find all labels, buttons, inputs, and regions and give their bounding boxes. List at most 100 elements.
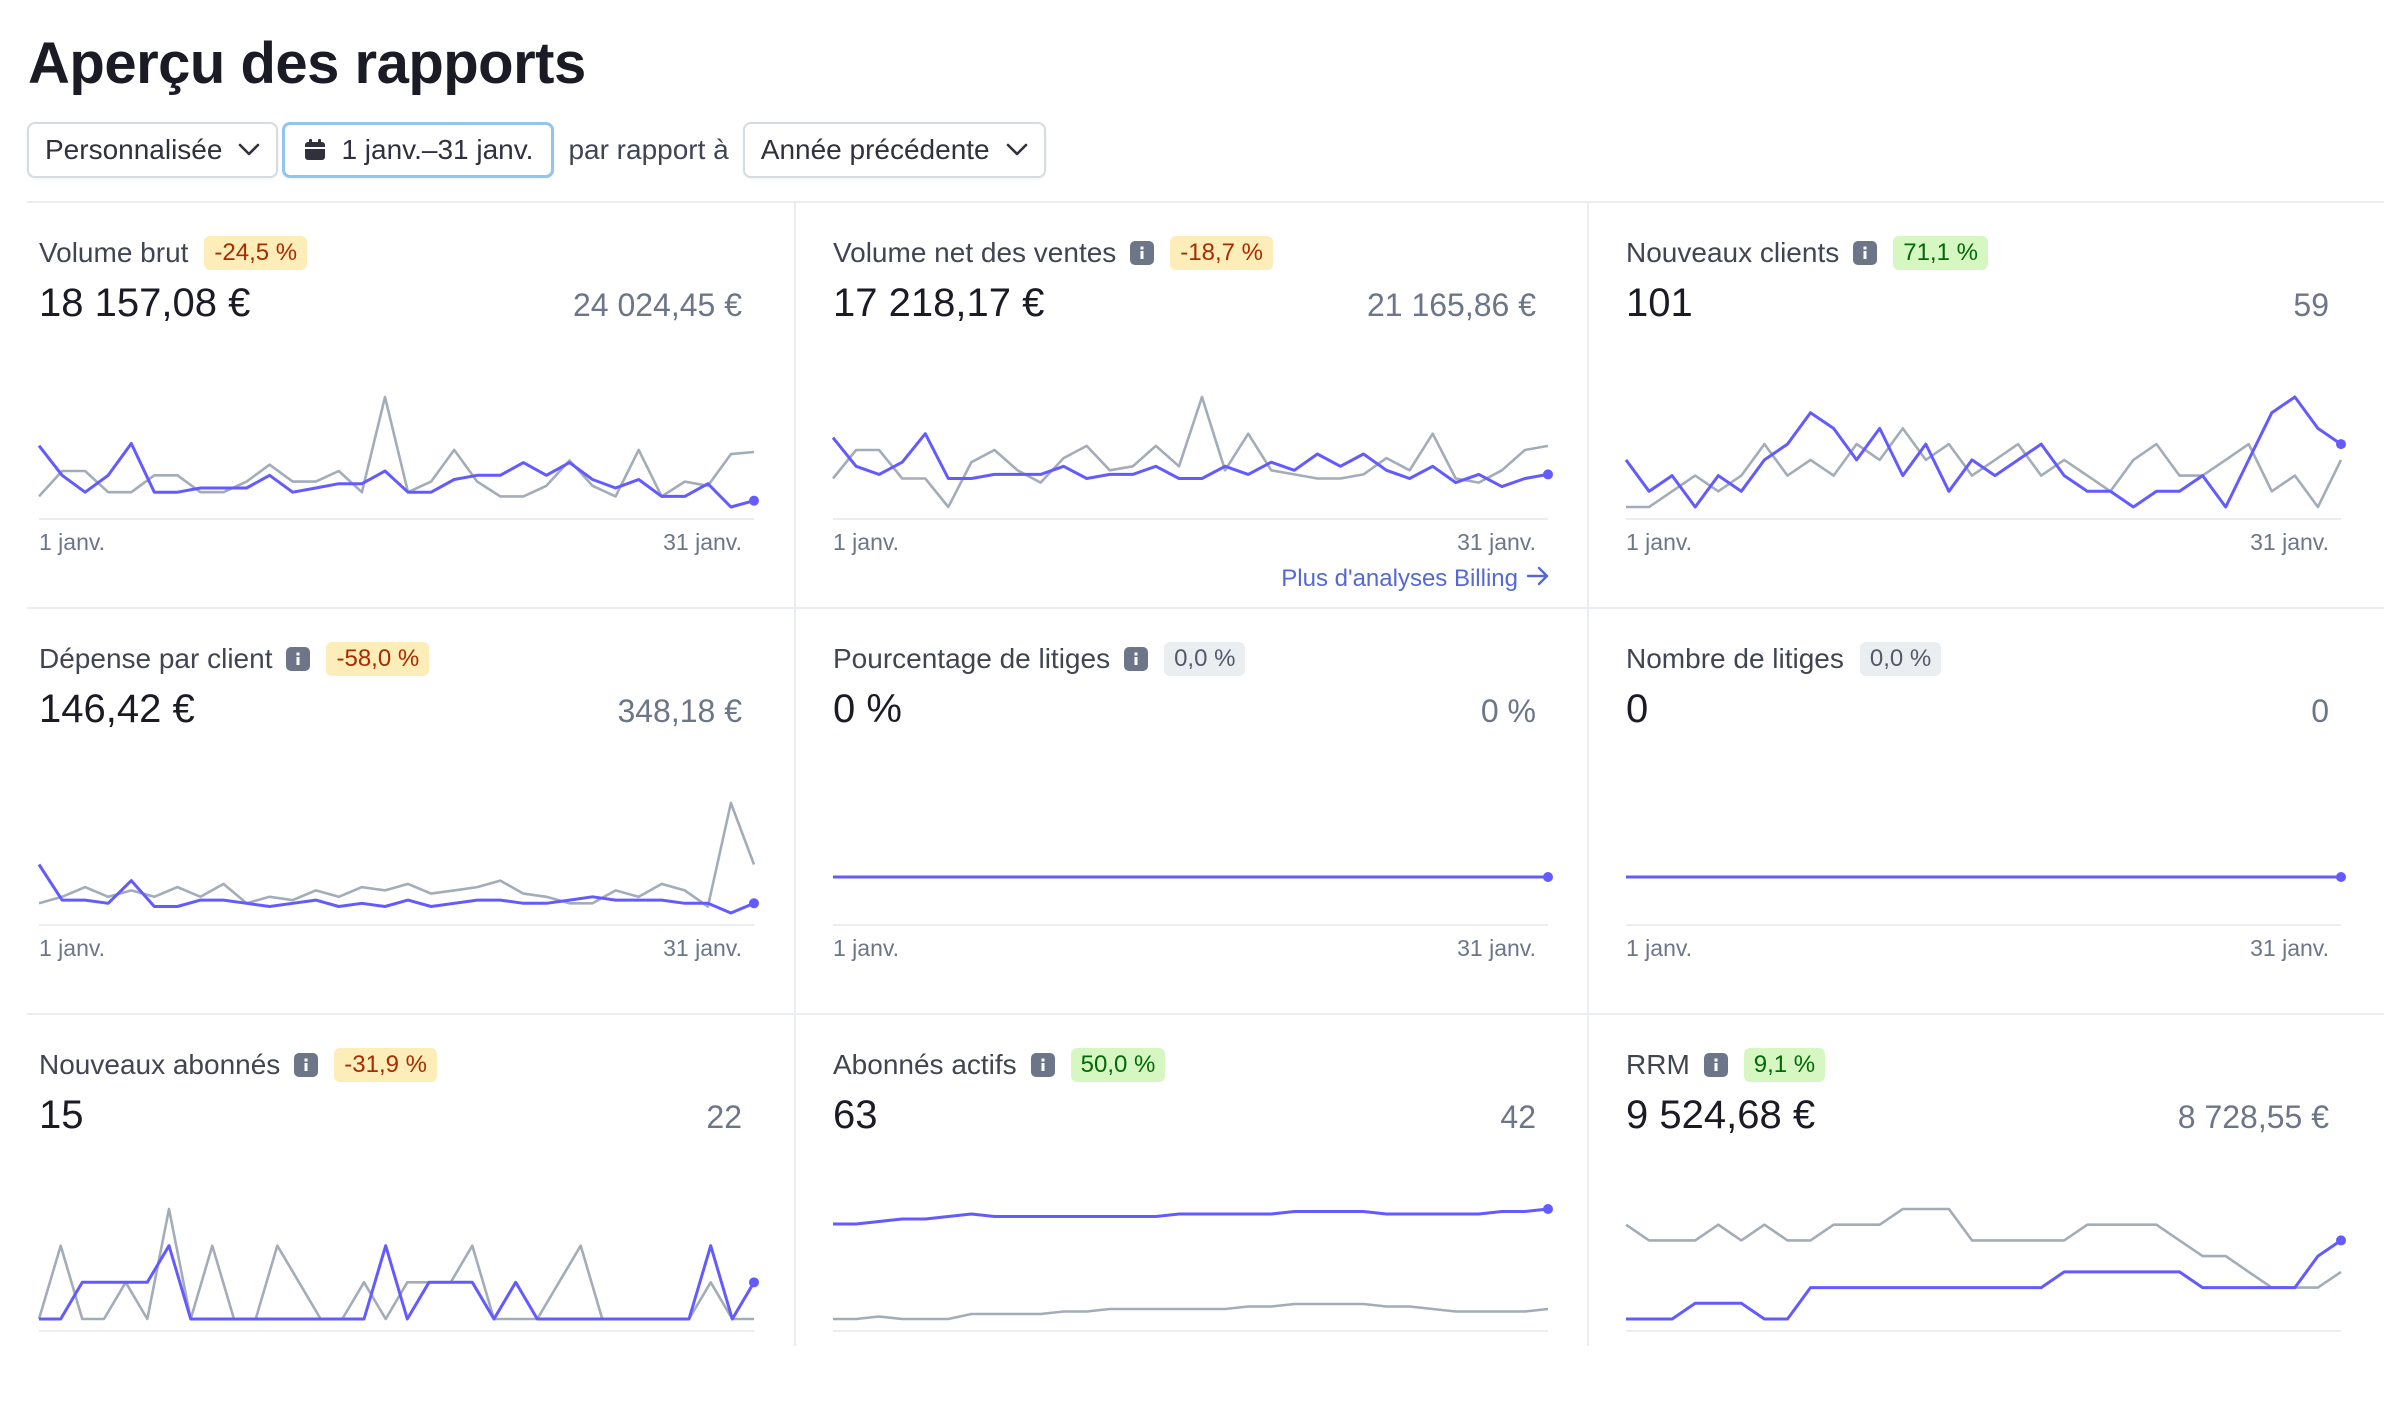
date-range-button[interactable]: 1 janv.–31 janv.: [282, 122, 555, 178]
change-badge: 71,1 %: [1893, 236, 1988, 270]
axis-start-label: 1 janv.: [833, 529, 900, 555]
previous-value: 348,18 €: [617, 693, 742, 729]
current-value: 17 218,17 €: [833, 281, 1045, 325]
sparkline-chart: [831, 395, 1553, 520]
metric-card[interactable]: Volume net des ventes -18,7 % 17 218,17 …: [821, 201, 1553, 601]
axis-start-label: 1 janv.: [1626, 529, 1693, 555]
axis-end-label: 31 janv.: [663, 935, 742, 961]
previous-value: 8 728,55 €: [2177, 1099, 2329, 1135]
card-title: Volume net des ventes: [833, 237, 1117, 268]
change-badge: -31,9 %: [334, 1048, 438, 1082]
metric-card[interactable]: Nouveaux clients 71,1 % 101 59 1 janv. 3…: [1614, 201, 2346, 601]
previous-period-line: [38, 801, 756, 908]
billing-analytics-link[interactable]: Plus d'analyses Billing: [1281, 565, 1550, 593]
current-period-line: [1626, 1239, 2342, 1321]
current-value: 0 %: [833, 687, 902, 731]
card-title: RRM: [1626, 1049, 1690, 1080]
filter-bar: Personnalisée 1 janv.–31 janv. par rappo…: [27, 120, 1046, 180]
preset-select[interactable]: Personnalisée: [27, 122, 279, 178]
axis-start-label: 1 janv.: [833, 935, 900, 961]
previous-value: 24 024,45 €: [572, 287, 742, 323]
card-header: Nouveaux clients 71,1 %: [1626, 233, 1988, 273]
current-period-endpoint: [2336, 1235, 2346, 1246]
metrics-grid: Volume brut -24,5 % 18 157,08 € 24 024,4…: [27, 201, 2384, 1346]
sparkline-chart: [37, 1207, 759, 1332]
current-period-line: [37, 442, 755, 509]
arrow-right-icon: [1518, 565, 1550, 593]
divider: [1587, 201, 1589, 1346]
card-header: Nombre de litiges 0,0 %: [1626, 639, 1942, 679]
card-header: Volume net des ventes -18,7 %: [833, 233, 1274, 273]
current-period-endpoint: [1543, 469, 1553, 480]
card-header: RRM 9,1 %: [1626, 1045, 1826, 1085]
billing-analytics-link-label: Plus d'analyses Billing: [1281, 565, 1518, 592]
axis-end-label: 31 janv.: [2250, 529, 2329, 555]
card-title: Nombre de litiges: [1626, 643, 1844, 674]
metric-card[interactable]: Dépense par client -58,0 % 146,42 € 348,…: [27, 607, 759, 1007]
card-title: Abonnés actifs: [833, 1049, 1017, 1080]
axis-start-label: 1 janv.: [1626, 935, 1693, 961]
info-icon[interactable]: [1703, 1053, 1728, 1077]
sparkline-chart: [833, 872, 1553, 926]
compare-select[interactable]: Année précédente: [742, 122, 1046, 178]
current-period-endpoint: [749, 495, 759, 506]
current-period-line: [833, 1207, 1549, 1226]
info-icon[interactable]: [1124, 647, 1149, 671]
current-period-endpoint: [1543, 872, 1553, 882]
current-period-line: [37, 863, 755, 915]
axis-end-label: 31 janv.: [2250, 935, 2329, 961]
current-period-endpoint: [749, 1277, 759, 1288]
current-value: 101: [1626, 281, 1693, 325]
current-value: 146,42 €: [39, 687, 195, 731]
card-header: Dépense par client -58,0 %: [39, 639, 430, 679]
previous-value: 22: [706, 1099, 742, 1135]
metric-card[interactable]: Pourcentage de litiges 0,0 % 0 % 0 % 1 j…: [821, 607, 1553, 1007]
card-title: Nouveaux abonnés: [39, 1049, 281, 1080]
previous-value: 42: [1500, 1099, 1536, 1135]
change-badge: 0,0 %: [1859, 642, 1942, 676]
axis-start-label: 1 janv.: [39, 529, 106, 555]
info-icon[interactable]: [1030, 1053, 1055, 1077]
card-header: Volume brut -24,5 %: [39, 233, 308, 273]
current-value: 0: [1626, 687, 1649, 731]
change-badge: 0,0 %: [1164, 642, 1246, 676]
metric-card[interactable]: Volume brut -24,5 % 18 157,08 € 24 024,4…: [27, 201, 759, 601]
card-header: Pourcentage de litiges 0,0 %: [833, 639, 1246, 679]
divider: [794, 201, 796, 1346]
current-period-endpoint: [2336, 872, 2346, 882]
metric-card[interactable]: RRM 9,1 % 9 524,68 € 8 728,55 €: [1614, 1013, 2346, 1413]
axis-end-label: 31 janv.: [1457, 529, 1536, 555]
current-period-line: [1624, 395, 2342, 509]
chevron-down-icon: [238, 143, 260, 157]
previous-period-line: [37, 1207, 754, 1321]
metric-card[interactable]: Nombre de litiges 0,0 % 0 0 1 janv. 31 j…: [1614, 607, 2346, 1007]
divider: [27, 607, 2384, 609]
preset-label: Personnalisée: [45, 134, 223, 165]
card-title: Volume brut: [39, 237, 189, 268]
previous-period-line: [833, 1302, 1549, 1321]
sparkline-chart: [1626, 872, 2346, 926]
metric-card[interactable]: Nouveaux abonnés -31,9 % 15 22: [27, 1013, 759, 1413]
compare-value: Année précédente: [760, 134, 990, 165]
previous-value: 59: [2293, 287, 2329, 323]
info-icon[interactable]: [294, 1053, 319, 1077]
previous-value: 0: [2311, 693, 2329, 729]
divider: [27, 201, 2384, 203]
card-title: Pourcentage de litiges: [833, 643, 1111, 674]
sparkline-chart: [37, 395, 759, 520]
change-badge: -58,0 %: [326, 642, 430, 676]
change-badge: -18,7 %: [1170, 236, 1274, 270]
info-icon[interactable]: [1853, 241, 1878, 265]
current-value: 9 524,68 €: [1626, 1093, 1816, 1137]
sparkline-chart: [37, 801, 759, 926]
current-value: 15: [39, 1093, 84, 1137]
sparkline-chart: [1624, 395, 2346, 520]
current-value: 63: [833, 1093, 878, 1137]
info-icon[interactable]: [286, 647, 311, 671]
info-icon[interactable]: [1130, 241, 1155, 265]
compare-label: par rapport à: [568, 134, 729, 165]
metric-card[interactable]: Abonnés actifs 50,0 % 63 42: [821, 1013, 1553, 1413]
sparkline-chart: [1625, 1207, 2346, 1332]
change-badge: 50,0 %: [1070, 1048, 1166, 1082]
current-value: 18 157,08 €: [39, 281, 251, 325]
